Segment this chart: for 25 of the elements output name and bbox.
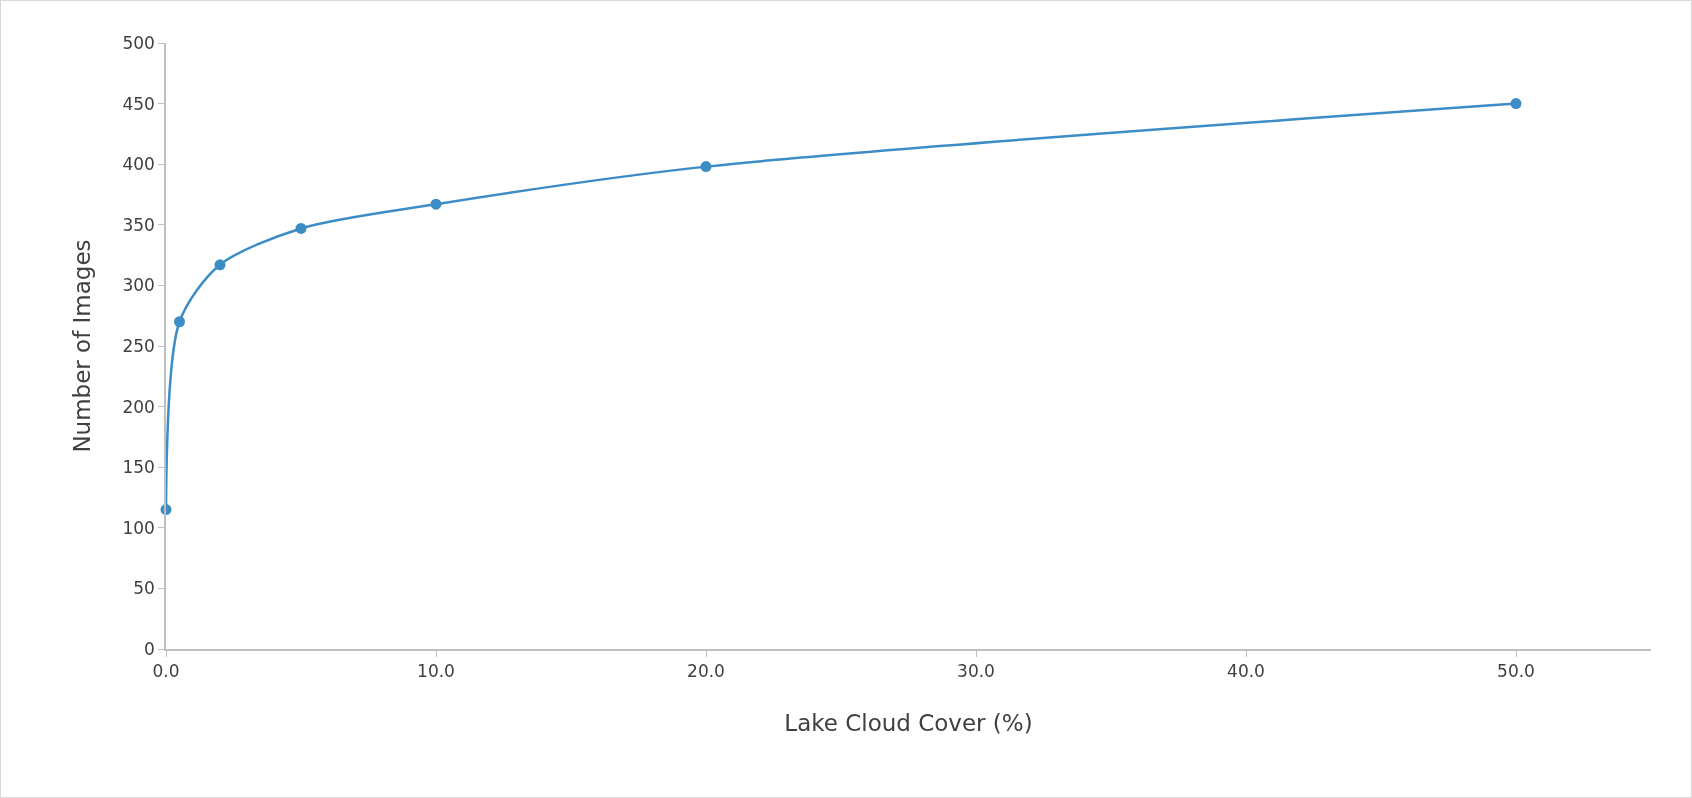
- y-tick-label: 350: [122, 214, 155, 235]
- x-tick-label: 30.0: [957, 661, 995, 682]
- point: [1510, 98, 1522, 110]
- x-tick-label: 50.0: [1497, 661, 1535, 682]
- point: [430, 198, 442, 210]
- point: [295, 222, 307, 234]
- point: [700, 161, 712, 173]
- y-tick-label: 500: [122, 32, 155, 53]
- x-tick-label: 40.0: [1227, 661, 1265, 682]
- point: [214, 259, 226, 271]
- point: [174, 316, 185, 328]
- y-tick-label: 250: [122, 335, 155, 356]
- y-tick-label: 50: [133, 578, 155, 599]
- y-tick-label: 100: [122, 517, 155, 538]
- x-tick-label: 10.0: [417, 661, 455, 682]
- x-axis-title: Lake Cloud Cover (%): [784, 710, 1033, 737]
- y-tick-label: 200: [122, 396, 155, 417]
- y-tick-label: 300: [122, 275, 155, 296]
- y-tick-label: 400: [122, 154, 155, 175]
- x-tick-label: 20.0: [687, 661, 725, 682]
- y-tick-label: 150: [122, 457, 155, 478]
- y-axis-title: Number of Images: [69, 239, 96, 453]
- x-tick-label: 0.0: [152, 661, 180, 682]
- y-tick-label: 0: [144, 638, 155, 659]
- y-tick-label: 450: [122, 93, 155, 114]
